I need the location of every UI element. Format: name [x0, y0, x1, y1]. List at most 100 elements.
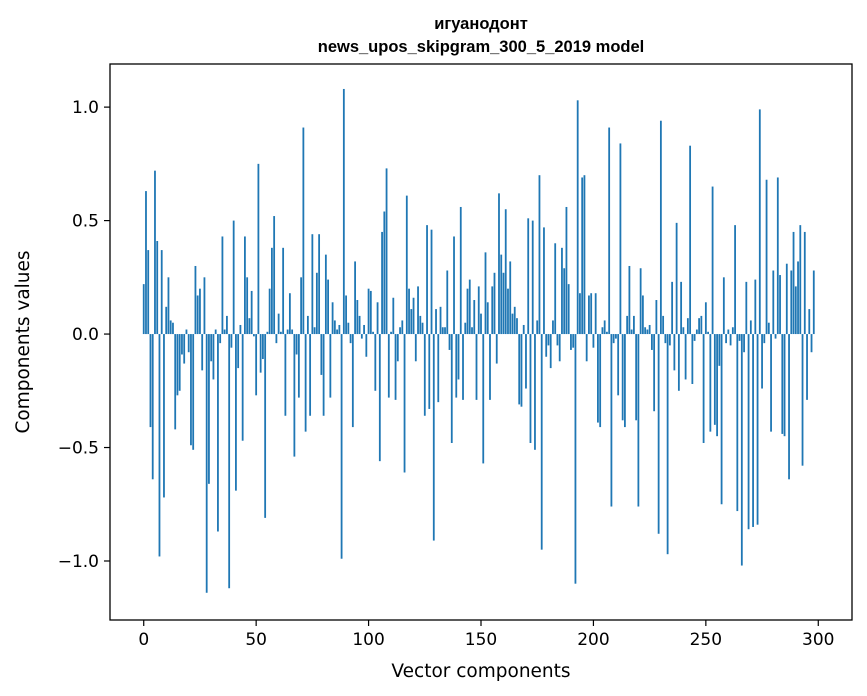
- bar-178: [543, 227, 545, 335]
- bar-11: [167, 277, 170, 335]
- bar-63: [284, 334, 287, 416]
- bar-17: [181, 334, 183, 355]
- bar-30: [210, 334, 213, 362]
- bar-141: [459, 206, 462, 335]
- bar-296: [808, 309, 811, 335]
- bar-212: [619, 143, 622, 335]
- bar-231: [662, 315, 665, 335]
- x-axis: 0 50 100 150 200 250 300: [138, 620, 834, 650]
- bar-42: [237, 334, 240, 369]
- bar-58: [273, 216, 276, 335]
- bar-271: [752, 334, 754, 527]
- bar-175: [536, 320, 539, 335]
- bar-77: [315, 272, 318, 335]
- bar-24: [196, 295, 199, 335]
- bar-126: [426, 225, 428, 335]
- bar-174: [534, 334, 536, 450]
- bar-176: [538, 175, 541, 335]
- bar-47: [248, 318, 251, 335]
- x-tick-label: 300: [802, 630, 834, 650]
- bar-194: [579, 293, 581, 335]
- bar-153: [486, 302, 489, 335]
- bar-67: [293, 334, 296, 457]
- bar-276: [763, 334, 766, 344]
- bar-139: [455, 334, 458, 398]
- bar-293: [801, 334, 804, 466]
- bar-213: [621, 334, 624, 421]
- bar-144: [466, 288, 469, 335]
- bar-19: [185, 329, 188, 335]
- bar-158: [498, 193, 500, 335]
- bar-169: [522, 324, 525, 335]
- bar-35: [221, 236, 224, 335]
- bar-10: [165, 306, 168, 335]
- bar-151: [482, 334, 485, 464]
- bar-103: [374, 334, 377, 391]
- bar-69: [297, 334, 300, 398]
- bar-3: [149, 334, 152, 428]
- bar-26: [201, 334, 204, 371]
- bar-255: [716, 334, 718, 437]
- bar-132: [439, 306, 442, 335]
- bar-297: [810, 334, 813, 353]
- bar-137: [450, 334, 453, 443]
- bar-269: [747, 334, 750, 530]
- bar-203: [599, 334, 602, 428]
- bar-240: [682, 327, 685, 335]
- bar-14: [174, 334, 177, 430]
- bar-239: [680, 281, 683, 335]
- bar-289: [792, 231, 795, 335]
- bar-191: [572, 334, 575, 348]
- y-tick-label: 1.0: [72, 98, 99, 118]
- bar-32: [214, 329, 217, 335]
- bar-92: [349, 334, 352, 344]
- bar-295: [806, 334, 808, 400]
- bar-134: [444, 327, 446, 335]
- bar-181: [549, 334, 552, 369]
- bar-188: [565, 206, 568, 335]
- bar-37: [226, 315, 228, 335]
- bar-242: [686, 318, 689, 335]
- bar-101: [369, 290, 372, 335]
- bar-180: [547, 334, 550, 346]
- bar-120: [412, 297, 415, 335]
- bar-189: [567, 284, 570, 335]
- bar-286: [785, 263, 788, 335]
- bar-236: [673, 334, 676, 371]
- bar-55: [266, 331, 269, 335]
- bar-253: [711, 186, 714, 335]
- bar-260: [727, 329, 730, 335]
- bar-21: [190, 334, 192, 446]
- bar-167: [518, 334, 521, 405]
- bar-156: [493, 272, 496, 335]
- bar-287: [788, 334, 790, 480]
- x-tick-label: 50: [245, 630, 267, 650]
- bar-251: [707, 331, 709, 335]
- bar-245: [693, 334, 696, 341]
- bar-280: [772, 270, 775, 335]
- bar-294: [803, 231, 806, 335]
- bar-79: [320, 334, 323, 375]
- bar-57: [270, 247, 273, 335]
- bar-264: [736, 334, 739, 512]
- y-tick-label: −0.5: [58, 439, 99, 459]
- bar-224: [646, 329, 649, 335]
- bar-164: [511, 313, 514, 335]
- bar-244: [691, 334, 694, 384]
- bar-40: [232, 220, 235, 335]
- bar-246: [695, 329, 698, 335]
- bar-206: [606, 331, 608, 335]
- x-axis-label: Vector components: [391, 661, 570, 682]
- bar-46: [246, 277, 249, 335]
- bar-83: [329, 334, 332, 398]
- bar-232: [664, 334, 667, 344]
- bar-70: [300, 277, 303, 335]
- bar-273: [756, 334, 759, 525]
- x-tick-label: 100: [352, 630, 384, 650]
- bar-211: [617, 334, 620, 396]
- bar-152: [484, 252, 487, 335]
- bar-99: [365, 334, 368, 357]
- bar-74: [309, 334, 312, 416]
- bar-183: [554, 243, 557, 335]
